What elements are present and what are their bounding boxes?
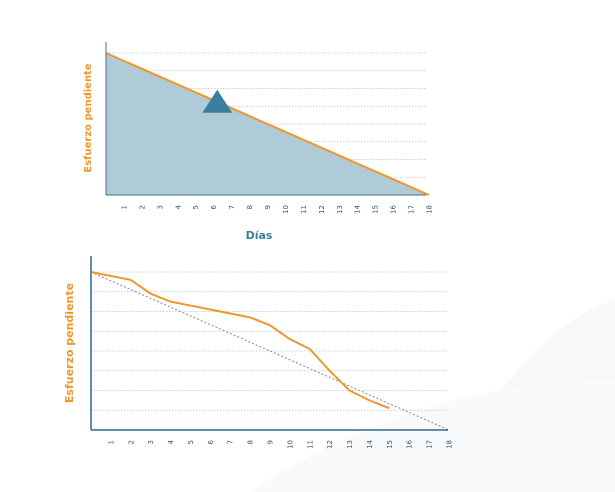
x-tick-label: 15 xyxy=(386,440,394,449)
x-tick-label: 4 xyxy=(167,439,175,444)
x-tick-label: 13 xyxy=(346,440,354,449)
x-tick-label: 18 xyxy=(446,440,454,449)
x-tick-label: 7 xyxy=(228,205,236,209)
x-tick-label: 1 xyxy=(107,440,115,444)
x-tick-label: 16 xyxy=(406,439,414,448)
x-tick-label: 2 xyxy=(138,205,146,209)
x-tick-label: 3 xyxy=(147,440,155,444)
x-tick-label: 9 xyxy=(267,440,275,444)
x-tick-label: 6 xyxy=(207,439,215,444)
background-decoration xyxy=(250,300,615,492)
ideal-burndown-line xyxy=(90,271,450,431)
x-tick-labels: 1 2 3 4 5 6 7 8 9 10 11 12 13 14 15 16 17 18 xyxy=(107,439,453,448)
x-tick-label: 8 xyxy=(247,440,255,444)
x-tick-label: 8 xyxy=(246,205,254,209)
x-tick-label: 7 xyxy=(227,440,235,444)
x-tick-label: 15 xyxy=(372,205,380,214)
x-tick-label: 14 xyxy=(366,439,374,448)
actual-burndown-line xyxy=(90,271,390,410)
x-tick-label: 12 xyxy=(326,440,334,449)
x-tick-label: 5 xyxy=(187,440,195,444)
y-axis-label: Esfuerzo pendiente xyxy=(63,283,76,403)
x-tick-label: 1 xyxy=(120,205,128,209)
y-axis-label: Esfuerzo pendiente xyxy=(83,63,94,172)
x-tick-label: 10 xyxy=(282,205,290,214)
x-tick-label: 6 xyxy=(210,204,218,209)
ideal-burndown-chart: 1 2 3 4 5 6 7 8 9 10 11 12 13 14 15 16 17 18 Esfuerzo pen… xyxy=(83,42,434,242)
x-tick-label: 18 xyxy=(426,205,434,214)
area-layer xyxy=(105,52,430,196)
x-tick-label: 12 xyxy=(318,205,326,214)
actual-burndown-chart: 1 2 3 4 5 6 7 8 9 10 11 12 13 14 15 16 17 18 Esfuerzo pen… xyxy=(63,256,454,449)
x-tick-label: 17 xyxy=(408,205,416,214)
x-tick-label: 13 xyxy=(336,205,344,214)
x-tick-labels: 1 2 3 4 5 6 7 8 9 10 11 12 13 14 15 16 17 18 xyxy=(120,204,433,213)
x-tick-label: 11 xyxy=(306,440,314,449)
x-tick-label: 5 xyxy=(192,205,200,209)
triangle-marker xyxy=(202,89,233,113)
x-tick-label: 11 xyxy=(300,205,308,214)
x-tick-label: 4 xyxy=(174,204,182,209)
series-layer xyxy=(90,271,450,431)
x-tick-label: 17 xyxy=(426,440,434,449)
x-tick-label: 14 xyxy=(354,204,362,213)
axes xyxy=(105,42,426,196)
x-tick-label: 10 xyxy=(286,440,294,449)
remaining-effort-line xyxy=(105,52,430,196)
x-tick-label: 2 xyxy=(127,440,135,444)
x-tick-label: 16 xyxy=(390,204,398,213)
gridlines xyxy=(91,271,448,411)
x-axis-label: Días xyxy=(246,229,273,242)
x-tick-label: 9 xyxy=(264,205,272,209)
axes xyxy=(90,256,448,431)
x-tick-label: 3 xyxy=(156,205,164,209)
